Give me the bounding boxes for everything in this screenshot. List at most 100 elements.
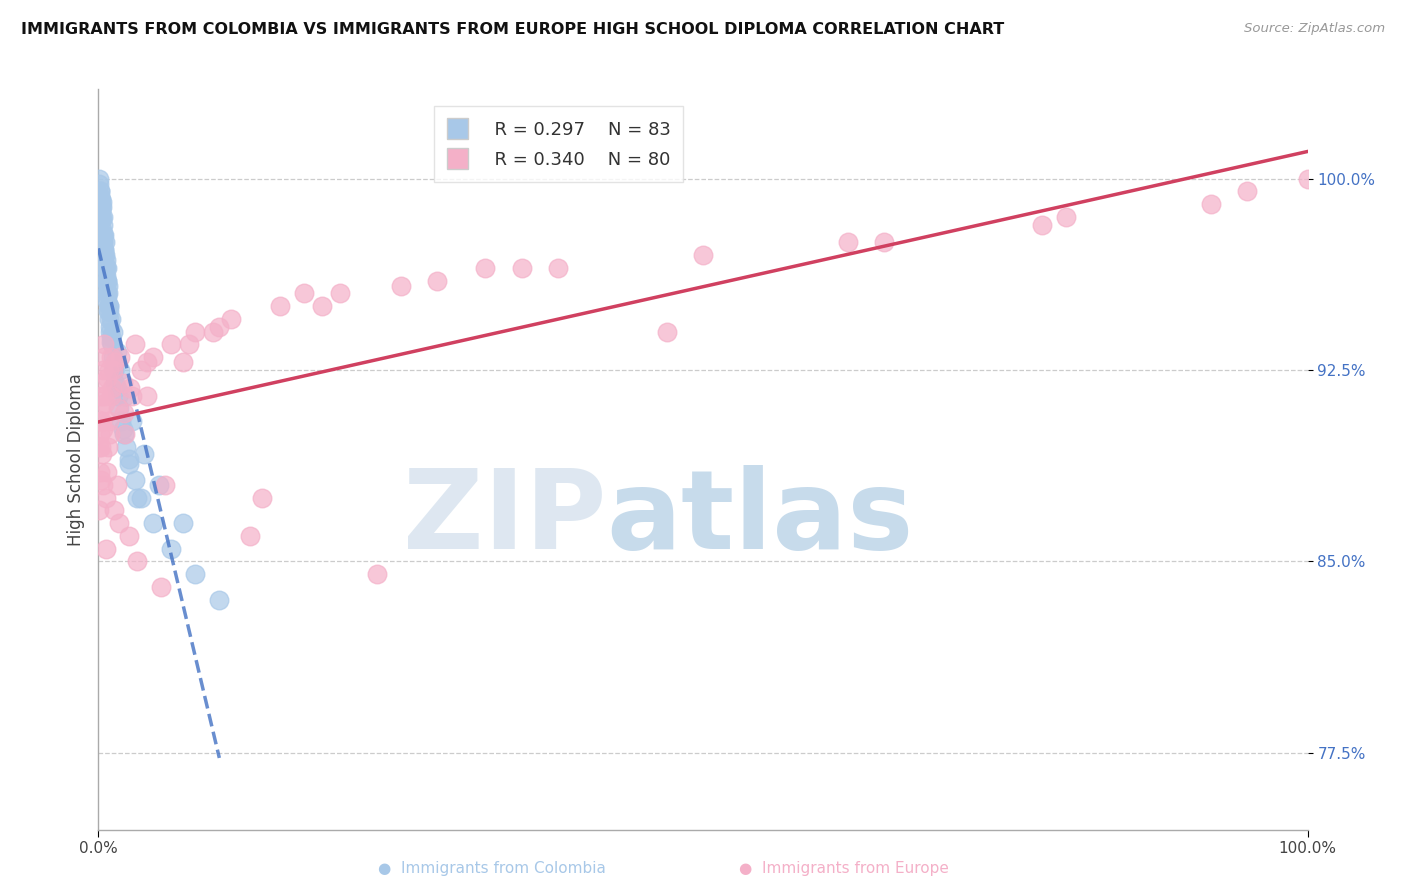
Point	[110, 414, 132, 428]
Point	[93, 337, 115, 351]
Point	[112, 406, 135, 420]
Point	[111, 422, 134, 436]
Point	[90, 473, 112, 487]
Point	[90, 192, 112, 206]
Point	[94, 253, 117, 268]
Point	[93, 243, 115, 257]
Point	[103, 363, 125, 377]
Point	[97, 304, 120, 318]
Point	[184, 567, 207, 582]
Point	[96, 274, 118, 288]
Point	[107, 401, 129, 416]
Point	[97, 286, 120, 301]
Point	[89, 426, 111, 441]
Point	[101, 351, 124, 365]
Point	[91, 414, 114, 428]
Point	[90, 447, 112, 461]
Point	[692, 248, 714, 262]
Point	[160, 337, 183, 351]
Point	[94, 396, 117, 410]
Point	[107, 388, 129, 402]
Point	[96, 289, 118, 303]
Point	[104, 355, 127, 369]
Point	[91, 363, 114, 377]
Point	[366, 567, 388, 582]
Point	[1296, 171, 1319, 186]
Point	[172, 355, 194, 369]
Point	[98, 325, 121, 339]
Point	[98, 299, 121, 313]
Point	[108, 351, 131, 365]
Point	[115, 440, 138, 454]
Point	[172, 516, 194, 531]
Point	[329, 286, 352, 301]
Point	[105, 478, 128, 492]
Point	[91, 222, 114, 236]
Point	[208, 592, 231, 607]
Point	[91, 227, 114, 242]
Point	[127, 491, 149, 505]
Point	[93, 227, 115, 242]
Point	[208, 319, 231, 334]
Point	[91, 218, 114, 232]
Point	[142, 516, 165, 531]
Point	[118, 381, 141, 395]
Point	[148, 478, 170, 492]
Point	[90, 197, 112, 211]
Text: Source: ZipAtlas.com: Source: ZipAtlas.com	[1244, 22, 1385, 36]
Point	[96, 274, 118, 288]
Point	[90, 440, 112, 454]
Point	[104, 376, 127, 390]
Point	[118, 452, 141, 467]
Point	[93, 351, 115, 365]
Point	[101, 363, 124, 377]
Point	[837, 235, 859, 250]
Point	[89, 177, 111, 191]
Point	[91, 212, 114, 227]
Point	[510, 260, 533, 275]
Point	[100, 351, 122, 365]
Point	[94, 260, 117, 275]
Point	[96, 260, 118, 275]
Point	[93, 248, 115, 262]
Point	[124, 337, 146, 351]
Text: ●  Immigrants from Europe: ● Immigrants from Europe	[738, 861, 949, 876]
Point	[96, 294, 118, 309]
Point	[121, 414, 143, 428]
Point	[153, 478, 176, 492]
Point	[96, 465, 118, 479]
Point	[474, 260, 496, 275]
Point	[93, 235, 115, 250]
Point	[100, 388, 122, 402]
Point	[101, 325, 124, 339]
Point	[111, 376, 134, 390]
Point	[150, 580, 173, 594]
Point	[90, 388, 112, 402]
Point	[118, 458, 141, 472]
Point	[91, 235, 114, 250]
Point	[100, 381, 122, 395]
Point	[184, 325, 207, 339]
Point	[97, 440, 120, 454]
Point	[547, 260, 569, 275]
Point	[100, 330, 122, 344]
Point	[96, 274, 118, 288]
Point	[250, 491, 273, 505]
Text: ●  Immigrants from Colombia: ● Immigrants from Colombia	[378, 861, 606, 876]
Point	[114, 426, 136, 441]
Point	[89, 184, 111, 198]
Point	[105, 381, 128, 395]
Point	[179, 337, 201, 351]
Point	[98, 312, 121, 326]
Point	[118, 529, 141, 543]
Text: atlas: atlas	[606, 465, 914, 572]
Point	[114, 388, 136, 402]
Point	[89, 192, 111, 206]
Point	[91, 478, 114, 492]
Point	[96, 541, 118, 556]
Point	[89, 414, 111, 428]
Point	[94, 248, 117, 262]
Point	[108, 401, 131, 416]
Point	[389, 278, 412, 293]
Point	[93, 243, 115, 257]
